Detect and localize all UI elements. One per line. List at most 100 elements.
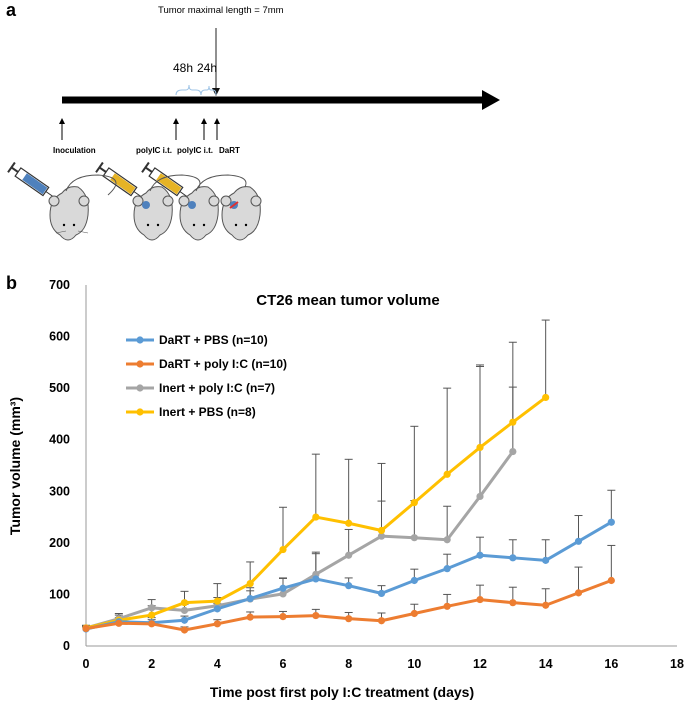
event-label-polyic-2: polyIC i.t. (177, 146, 213, 155)
data-point-dart_polyic (410, 609, 418, 618)
data-point-inert_pbs (443, 470, 451, 478)
data-point-inert_polyic (345, 551, 353, 559)
x-tick-label: 2 (148, 657, 155, 671)
y-tick-labels: 0 100 200 300 400 500 600 700 (49, 278, 70, 653)
legend-label-dart_polyic: DaRT + poly I:C (n=10) (159, 357, 287, 371)
y-tick-label: 500 (49, 381, 70, 395)
x-tick-labels: 0 2 4 6 8 10 12 14 16 18 (83, 657, 684, 671)
data-point-dart_polyic (542, 601, 550, 609)
panel-b-letter: b (6, 273, 17, 293)
data-point-dart_pbs (279, 584, 287, 592)
x-tick-label: 4 (214, 657, 221, 671)
data-point-inert_pbs (377, 526, 386, 535)
x-tick-label: 10 (407, 657, 421, 671)
data-point-dart_polyic (377, 617, 386, 625)
data-point-inert_pbs (345, 519, 353, 527)
legend-marker-inert_polyic (136, 384, 144, 392)
y-tick-label: 600 (49, 330, 70, 344)
data-point-inert_polyic (410, 534, 418, 542)
legend-label-inert_polyic: Inert + poly I:C (n=7) (159, 381, 275, 395)
mouse-2-icon (132, 174, 201, 241)
data-point-dart_pbs (180, 616, 189, 624)
legend-label-dart_pbs: DaRT + PBS (n=10) (159, 333, 268, 347)
data-point-inert_pbs (410, 499, 418, 507)
x-tick-label: 18 (670, 657, 684, 671)
data-point-dart_pbs (476, 551, 484, 559)
data-point-inert_pbs (180, 599, 189, 607)
data-point-inert_polyic (148, 604, 156, 612)
series-markers (82, 393, 615, 634)
data-point-dart_polyic (312, 611, 320, 620)
y-tick-label: 700 (49, 278, 70, 292)
data-point-inert_pbs (213, 597, 221, 605)
data-point-inert_polyic (279, 590, 287, 598)
data-point-inert_pbs (476, 443, 484, 452)
x-tick-label: 0 (83, 657, 90, 671)
data-point-inert_pbs (509, 418, 517, 426)
data-point-inert_pbs (542, 393, 550, 402)
data-point-dart_polyic (607, 576, 615, 585)
data-point-dart_polyic (476, 595, 484, 604)
data-point-inert_pbs (246, 579, 254, 588)
timeline-arrowhead (482, 90, 500, 110)
mouse-4-icon (220, 186, 262, 241)
data-point-dart_pbs (377, 589, 386, 597)
brace-24h (200, 85, 217, 96)
tumor-length-note: Tumor maximal length = 7mm (158, 5, 284, 16)
data-point-dart_polyic (246, 613, 254, 621)
data-point-dart_polyic (345, 615, 353, 623)
syringe-polyic-1-icon (95, 161, 148, 202)
mouse-3-icon (178, 174, 247, 241)
legend: DaRT + PBS (n=10) DaRT + poly I:C (n=10) I… (126, 333, 287, 419)
data-point-inert_polyic (180, 606, 189, 615)
data-point-dart_polyic (279, 613, 287, 621)
data-point-dart_pbs (345, 582, 353, 590)
data-point-inert_pbs (312, 513, 320, 521)
x-tick-label: 14 (539, 657, 553, 671)
y-tick-label: 100 (49, 587, 70, 601)
data-point-inert_polyic (476, 492, 484, 501)
data-point-dart_pbs (607, 518, 615, 526)
data-point-dart_polyic (82, 624, 90, 633)
y-axis-label: Tumor volume (mm³) (7, 397, 23, 535)
brace-48h (175, 84, 202, 96)
x-tick-label: 16 (604, 657, 618, 671)
mouse-1-icon (48, 174, 117, 241)
syringe-polyic-2-icon (141, 161, 194, 202)
data-point-dart_pbs (246, 594, 254, 603)
data-point-inert_polyic (509, 447, 517, 456)
y-tick-label: 200 (49, 536, 70, 550)
data-point-inert_pbs (279, 545, 287, 554)
data-point-dart_polyic (180, 626, 189, 634)
data-point-inert_polyic (443, 536, 451, 544)
legend-marker-dart_pbs (136, 336, 144, 344)
interval-24h-label: 24h (197, 61, 217, 75)
y-tick-label: 0 (63, 639, 70, 653)
x-tick-label: 8 (345, 657, 352, 671)
interval-48h-label: 48h (173, 61, 193, 75)
event-label-inoculation: Inoculation (53, 146, 96, 155)
chart-title: CT26 mean tumor volume (256, 292, 439, 309)
data-point-dart_polyic (213, 620, 221, 628)
x-axis-label: Time post first poly I:C treatment (days… (210, 684, 474, 700)
data-point-dart_polyic (509, 599, 517, 607)
legend-marker-inert_pbs (136, 408, 144, 416)
legend-marker-dart_polyic (136, 360, 144, 368)
panel-a-letter: a (6, 0, 17, 20)
data-point-dart_polyic (115, 619, 123, 627)
data-point-inert_polyic (377, 532, 386, 540)
y-tick-label: 400 (49, 433, 70, 447)
data-point-dart_pbs (213, 605, 221, 613)
data-point-dart_pbs (410, 576, 418, 585)
x-tick-label: 6 (280, 657, 287, 671)
x-tick-label: 12 (473, 657, 487, 671)
data-point-dart_polyic (574, 589, 583, 597)
event-arrows (59, 118, 220, 140)
y-tick-label: 300 (49, 484, 70, 498)
data-point-dart_pbs (542, 556, 550, 564)
data-point-dart_pbs (312, 575, 320, 583)
event-label-dart: DaRT (219, 146, 240, 155)
data-point-dart_pbs (574, 537, 583, 545)
data-point-dart_pbs (443, 565, 451, 573)
